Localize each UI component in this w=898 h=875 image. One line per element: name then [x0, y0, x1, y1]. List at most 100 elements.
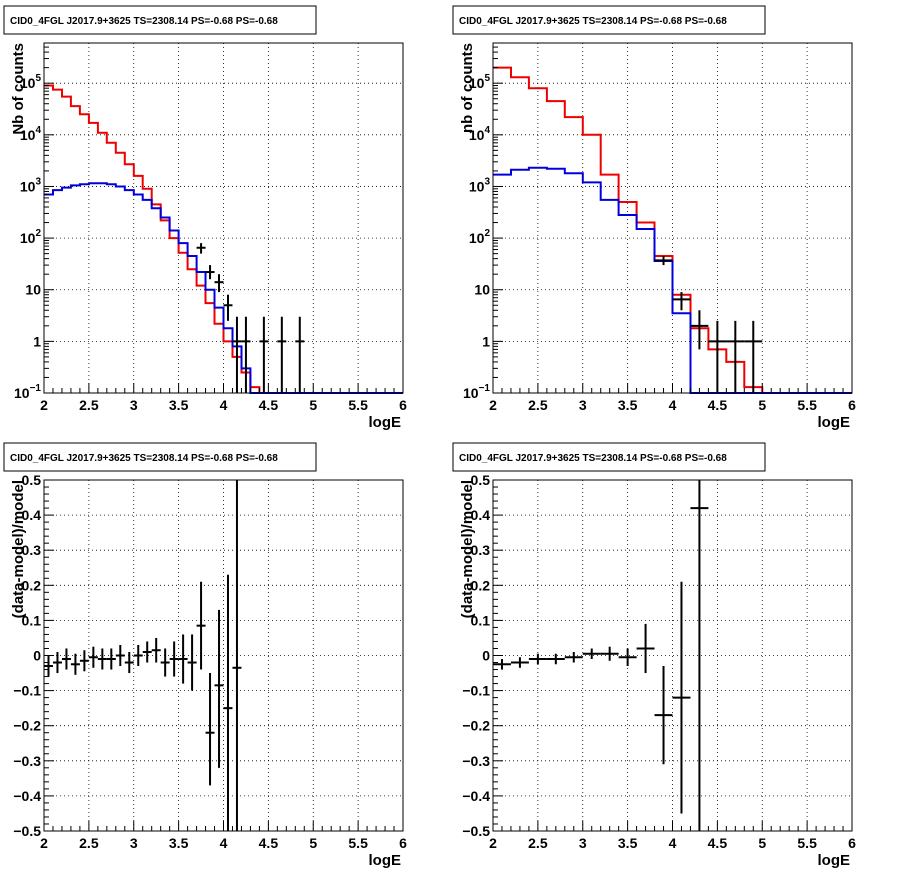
chart-title: CID0_4FGL J2017.9+3625 TS=2308.14 PS=-0.…: [10, 16, 278, 27]
y-tick-exponent: 4: [484, 125, 490, 136]
y-tick-exponent: 2: [484, 228, 490, 239]
y-axis: −0.5 −0.4 −0.3 −0.2 −0.1 0 0.1 0.2 0.3 0.4 0.5: [462, 472, 503, 839]
y-tick-label: −0.1: [13, 683, 41, 699]
y-tick-label: 0.2: [471, 577, 491, 593]
data-point: [232, 480, 242, 831]
data-point: [241, 316, 251, 393]
y-tick-label: 0.1: [22, 612, 42, 628]
data-point: [196, 581, 206, 670]
y-tick-base: 10: [20, 127, 36, 143]
y-tick-label: 102: [469, 228, 491, 246]
y-tick-label: −0.5: [462, 823, 490, 839]
data-point: [88, 646, 98, 668]
title-box: [3, 442, 317, 472]
data-point: [187, 634, 197, 691]
y-tick-label: 102: [20, 228, 42, 246]
x-tick-label: 5.5: [348, 397, 368, 413]
x-tick-label: 3: [579, 835, 587, 851]
data-point: [196, 243, 206, 254]
data-points: [654, 255, 763, 393]
data-point: [654, 666, 673, 765]
y-tick-label: 1: [482, 333, 490, 349]
x-tick-label: 4: [669, 397, 677, 413]
x-tick-label: 2: [40, 397, 48, 413]
y-tick-label: 10: [474, 282, 490, 298]
y-tick-exponent: −1: [479, 383, 491, 394]
data-point: [582, 648, 601, 660]
x-tick-label: 3.5: [618, 397, 638, 413]
data-point: [70, 653, 80, 675]
x-tick-label: 3: [579, 397, 587, 413]
x-tick-label: 4.5: [259, 835, 279, 851]
panel-top-left: 2 2.5 3 3.5 4 4.5 5 5.5 610−1110102103104105logE…: [3, 5, 407, 431]
x-axis: 2 2.5 3 3.5 4 4.5 5 5.5 6: [40, 383, 407, 413]
y-tick-exponent: 5: [35, 73, 41, 84]
panel-bottom-left: 2 2.5 3 3.5 4 4.5 5 5.5 6 −0.5 −0.4 −0.3 −0.2 −0.1 0 0.…: [3, 442, 407, 869]
y-tick-label: −0.1: [462, 683, 490, 699]
y-tick-label: −0.4: [13, 788, 41, 804]
y-tick-label: 104: [20, 125, 42, 143]
data-point: [44, 655, 53, 677]
y-tick-label: 103: [20, 176, 42, 194]
x-tick-label: 5.5: [348, 835, 368, 851]
y-tick-label: −0.5: [13, 823, 41, 839]
x-tick-label: 6: [848, 397, 856, 413]
data-point: [151, 637, 161, 663]
data-point: [528, 653, 547, 665]
x-tick-label: 2.5: [528, 397, 548, 413]
x-tick-label: 6: [399, 835, 407, 851]
y-tick-exponent: 5: [484, 73, 490, 84]
panel-top-right: 2 2.5 3 3.5 4 4.5 5 5.5 610−1110102103104105logE…: [452, 5, 856, 431]
y-tick-exponent: 4: [35, 125, 41, 136]
x-tick-label: 4.5: [708, 397, 728, 413]
data-point: [690, 310, 709, 350]
data-point: [510, 657, 529, 668]
y-tick-exponent: 2: [35, 228, 41, 239]
y-tick-exponent: 3: [35, 176, 41, 187]
data-point: [690, 480, 709, 831]
chart-title: CID0_4FGL J2017.9+3625 TS=2308.14 PS=-0.…: [459, 16, 727, 27]
data-point: [493, 659, 511, 670]
x-tick-label: 4.5: [708, 835, 728, 851]
data-point: [744, 320, 763, 393]
y-tick-base: 10: [469, 230, 485, 246]
y-tick-label: 0: [33, 648, 41, 664]
data-point: [106, 648, 116, 670]
y-axis-label: (data-model)/model: [10, 480, 27, 618]
x-tick-label: 5: [309, 835, 317, 851]
y-tick-label: −0.2: [13, 718, 41, 734]
x-tick-label: 4: [669, 835, 677, 851]
y-axis-label: (data-model)/model: [459, 480, 476, 618]
y-tick-label: 0.2: [22, 577, 42, 593]
x-tick-label: 2.5: [79, 397, 99, 413]
data-point: [277, 316, 287, 393]
data-point: [205, 673, 215, 786]
data-point: [79, 650, 89, 672]
y-tick-label: −0.3: [13, 753, 41, 769]
y-tick-exponent: 3: [484, 176, 490, 187]
y-tick-base: 10: [20, 75, 36, 91]
data-point: [97, 648, 107, 670]
y-tick-label: 0.5: [22, 472, 42, 488]
grid: [493, 480, 852, 831]
y-tick-label: 0.5: [471, 472, 491, 488]
panel-bottom-right: 2 2.5 3 3.5 4 4.5 5 5.5 6 −0.5 −0.4 −0.3 −0.2 −0.1 0 0.…: [452, 442, 856, 869]
y-tick-base: 10: [469, 127, 485, 143]
y-tick-label: 105: [469, 73, 491, 91]
data-point: [223, 574, 233, 831]
x-tick-label: 6: [399, 397, 407, 413]
y-tick-exponent: −1: [30, 383, 42, 394]
data-point: [600, 646, 619, 661]
y-tick-label: 0.1: [471, 612, 491, 628]
data-point: [654, 255, 673, 266]
y-tick-base: 10: [20, 178, 36, 194]
title-box: [3, 5, 317, 35]
data-points: [493, 480, 709, 831]
data-point: [124, 651, 134, 674]
y-tick-label: 0.4: [471, 507, 491, 523]
x-tick-label: 2.5: [528, 835, 548, 851]
y-tick-base: 10: [14, 385, 30, 401]
data-point: [223, 294, 233, 321]
